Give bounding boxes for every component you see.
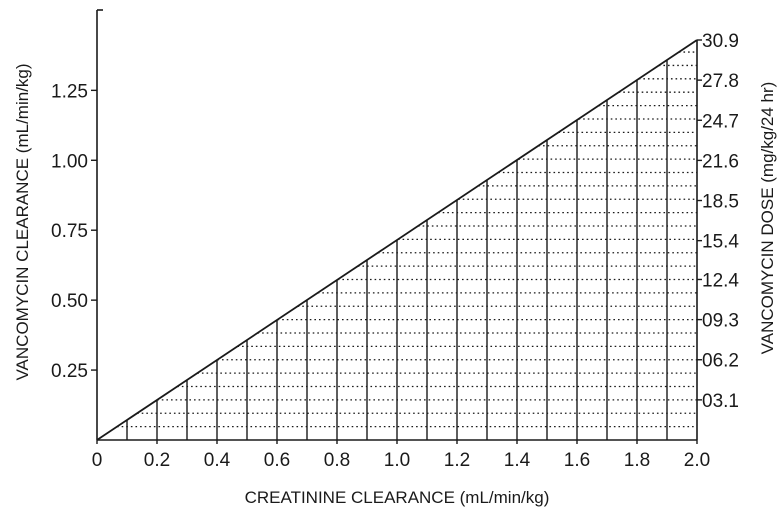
y2-tick-label: 30.9 [702,31,739,52]
grid-layer [117,51,697,440]
x-tick-label: 0.2 [144,450,170,471]
x-tick-label: 0.8 [324,450,350,471]
y2-tick-label: 21.6 [702,151,739,172]
y-tick-label: 0.75 [51,221,88,242]
x-tick-label: 0.4 [204,450,231,471]
x-tick-label: 1.0 [384,450,410,471]
y2-tick-label: 15.4 [702,232,739,253]
x-tick-label: 0 [92,450,103,471]
clearance-line [96,39,698,441]
y-tick-label: 0.50 [51,291,88,312]
y-axis-title: VANCOMYCIN CLEARANCE (mL/min/kg) [13,63,32,380]
x-tick-label: 1.8 [624,450,650,471]
ticks-layer: 0 0.2 0.4 0.6 0.8 1.0 1.2 1.4 1.6 1.8 2.0 0.25 0.50 0… [51,31,739,471]
y2-tick-label: 12.4 [702,270,739,291]
y2-tick-label: 03.1 [702,391,739,412]
y-tick-label: 1.25 [51,81,88,102]
y2-tick-label: 09.3 [702,311,739,332]
y2-tick-label: 27.8 [702,71,739,92]
x-tick-label: 1.6 [564,450,590,471]
y-tick-label: 1.00 [51,151,88,172]
y2-tick-label: 18.5 [702,192,739,213]
x-tick-label: 0.6 [264,450,290,471]
x-tick-label: 1.4 [504,450,531,471]
x-tick-label: 1.2 [444,450,470,471]
y2-axis-title: VANCOMYCIN DOSE (mg/kg/24 hr) [758,82,777,355]
x-axis-title: CREATININE CLEARANCE (mL/min/kg) [245,488,550,507]
y2-tick-label: 06.2 [702,351,739,372]
x-tick-label: 2.0 [684,450,710,471]
series-layer [96,39,698,441]
y2-tick-label: 24.7 [702,111,739,132]
y-tick-label: 0.25 [51,361,88,382]
